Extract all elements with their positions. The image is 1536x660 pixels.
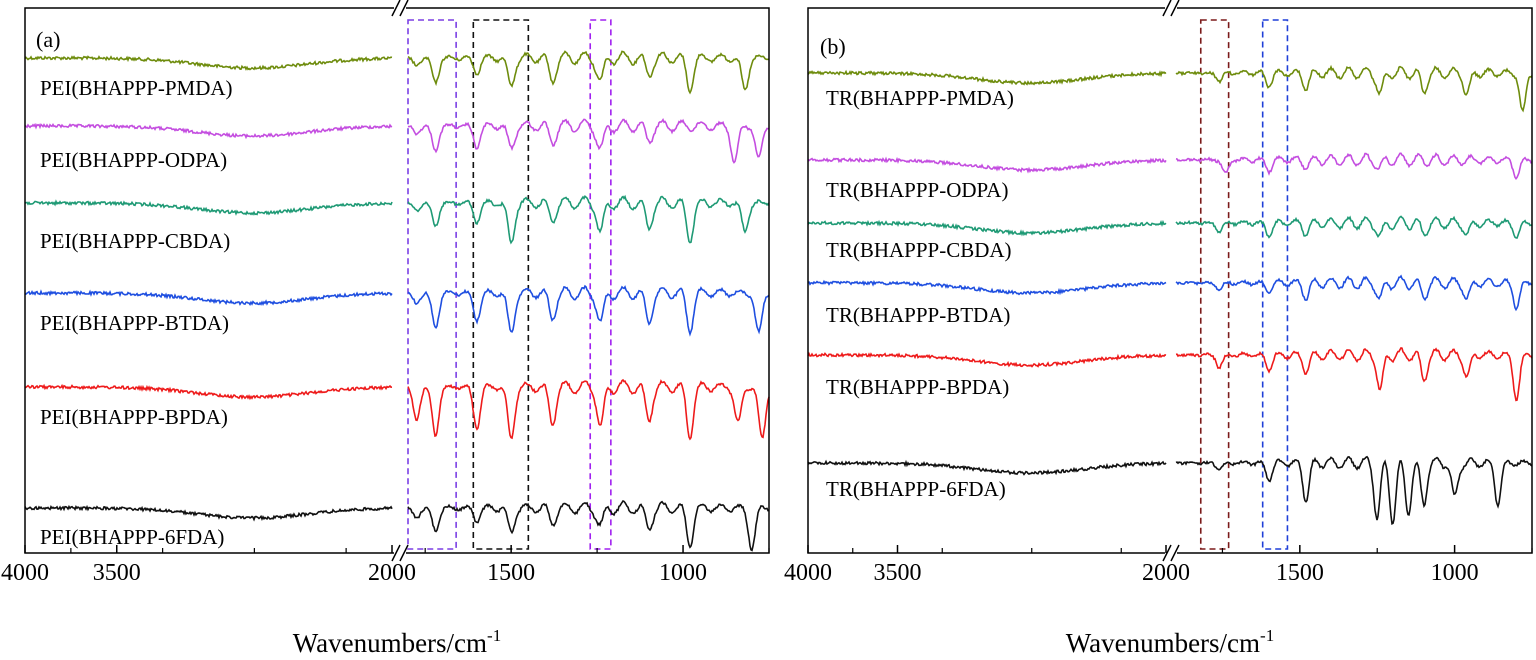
- panel-a: PEI(BHAPPP-PMDA) PEI(BHAPPP-ODPA) PEI(BHAP…: [1, 0, 770, 658]
- axis-break-gap: [394, 4, 406, 12]
- series-line: [24, 50, 769, 95]
- x-tick-label: 4000: [1, 560, 49, 586]
- series-label: TR(BHAPPP-ODPA): [826, 178, 1008, 202]
- highlight-box: [472, 19, 530, 550]
- series-label: PEI(BHAPPP-CBDA): [40, 229, 230, 253]
- series-label: TR(BHAPPP-6FDA): [826, 477, 1006, 501]
- series-line: [807, 215, 1533, 239]
- x-axis-title: Wavenumbers/cm-1: [1066, 626, 1274, 658]
- highlight-box: [589, 19, 612, 550]
- axis-break-mark: [1162, 544, 1172, 562]
- axis-break-mark: [399, 0, 409, 17]
- x-tick-label: 1000: [659, 560, 707, 586]
- series-label: TR(BHAPPP-BTDA): [826, 303, 1010, 327]
- panel-label: (b): [820, 34, 846, 59]
- axis-break-gap: [1165, 549, 1177, 557]
- series-line: [24, 284, 770, 337]
- axis-break-mark: [391, 0, 401, 17]
- series-label: PEI(BHAPPP-PMDA): [40, 76, 233, 100]
- series-label: PEI(BHAPPP-6FDA): [40, 525, 224, 549]
- x-tick-label: 2000: [368, 560, 416, 586]
- axis-break-mark: [399, 544, 409, 562]
- series-line: [807, 64, 1533, 113]
- series-line: [24, 117, 770, 164]
- axis-break-gap: [394, 549, 406, 557]
- series-line: [24, 194, 770, 245]
- axis-break-gap: [1165, 4, 1177, 12]
- x-tick-label: 3500: [93, 560, 141, 586]
- x-tick-label: 1000: [1431, 560, 1479, 586]
- series-label: PEI(BHAPPP-ODPA): [40, 148, 227, 172]
- highlight-box: [1199, 19, 1230, 550]
- axis-break-mark: [1162, 0, 1172, 17]
- x-tick-label: 2000: [1142, 560, 1190, 586]
- x-tick-label: 4000: [784, 560, 832, 586]
- x-tick-label: 1500: [1276, 560, 1324, 586]
- x-tick-label: 3500: [874, 560, 922, 586]
- series-label: TR(BHAPPP-BPDA): [826, 375, 1009, 399]
- series-line: [807, 346, 1533, 402]
- series-label: PEI(BHAPPP-BPDA): [40, 405, 228, 429]
- series-label: PEI(BHAPPP-BTDA): [40, 311, 229, 335]
- highlight-box: [1261, 19, 1289, 550]
- series-label: TR(BHAPPP-PMDA): [826, 86, 1014, 110]
- panel-label: (a): [36, 27, 60, 52]
- series-line: [807, 274, 1533, 312]
- x-tick-label: 1500: [487, 560, 535, 586]
- axis-break-mark: [1170, 544, 1180, 562]
- axis-break-mark: [1170, 0, 1180, 17]
- series-line: [24, 378, 770, 441]
- series-line: [807, 152, 1533, 181]
- series-line: [24, 500, 770, 552]
- highlight-box: [407, 19, 457, 550]
- x-axis-title: Wavenumbers/cm-1: [293, 626, 501, 658]
- axis-break-mark: [391, 544, 401, 562]
- series-line: [807, 455, 1533, 526]
- series-label: TR(BHAPPP-CBDA): [826, 238, 1012, 262]
- panel-b: TR(BHAPPP-PMDA) TR(BHAPPP-ODPA) TR(BHAPPP-…: [784, 0, 1533, 658]
